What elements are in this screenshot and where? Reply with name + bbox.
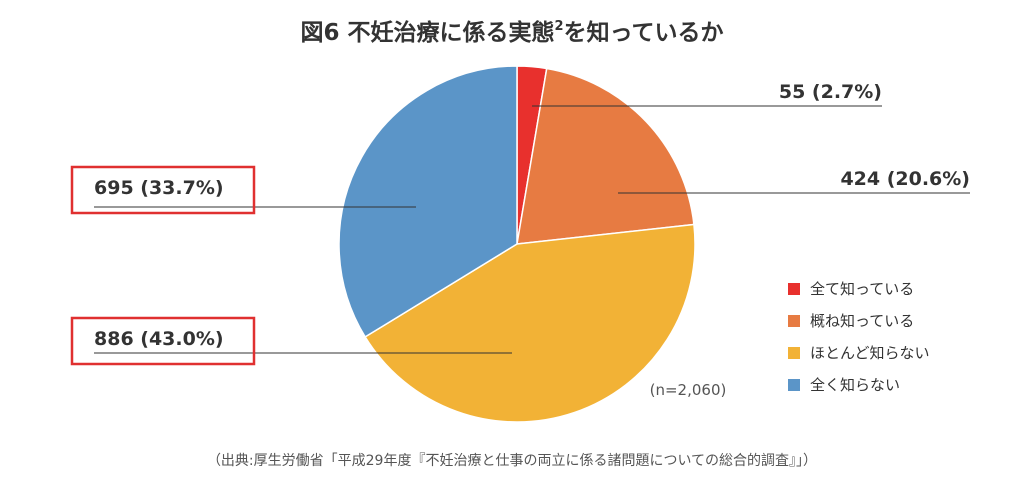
legend-swatch-2: [788, 315, 800, 327]
pie-slice-4: [338, 65, 518, 338]
pie-slices: [338, 65, 696, 423]
source-note: （出典:厚生労働省「平成29年度『不妊治療と仕事の両立に係る諸問題についての総合…: [207, 452, 817, 469]
highlight-box-4: [70, 165, 256, 215]
highlight-box-3: [70, 316, 256, 366]
value-label-2: 424 (20.6%): [840, 168, 970, 190]
chart-title-suffix: を知っているか: [564, 19, 724, 46]
value-label-3: 886 (43.0%): [94, 328, 224, 350]
pie-slice-3: [364, 223, 696, 423]
value-labels: 55 (2.7%) 424 (20.6%) 886 (43.0%) 695 (33.7…: [70, 81, 970, 366]
legend-label-4: 全く知らない: [810, 376, 900, 394]
value-label-1: 55 (2.7%): [779, 81, 882, 103]
chart-title-main: 図6 不妊治療に係る実態: [301, 19, 555, 46]
chart-title-superscript: 2: [555, 19, 564, 34]
legend-label-1: 全て知っている: [810, 280, 914, 298]
legend-label-3: ほとんど知らない: [810, 344, 930, 362]
legend-label-2: 概ね知っている: [810, 312, 914, 330]
pie-slice-2: [516, 67, 695, 245]
chart-title: 図6 不妊治療に係る実態2を知っているか: [301, 19, 724, 46]
sample-size-label: (n=2,060): [650, 381, 727, 399]
legend-swatch-1: [788, 283, 800, 295]
legend-swatch-4: [788, 379, 800, 391]
legend-swatch-3: [788, 347, 800, 359]
value-label-4: 695 (33.7%): [94, 177, 224, 199]
